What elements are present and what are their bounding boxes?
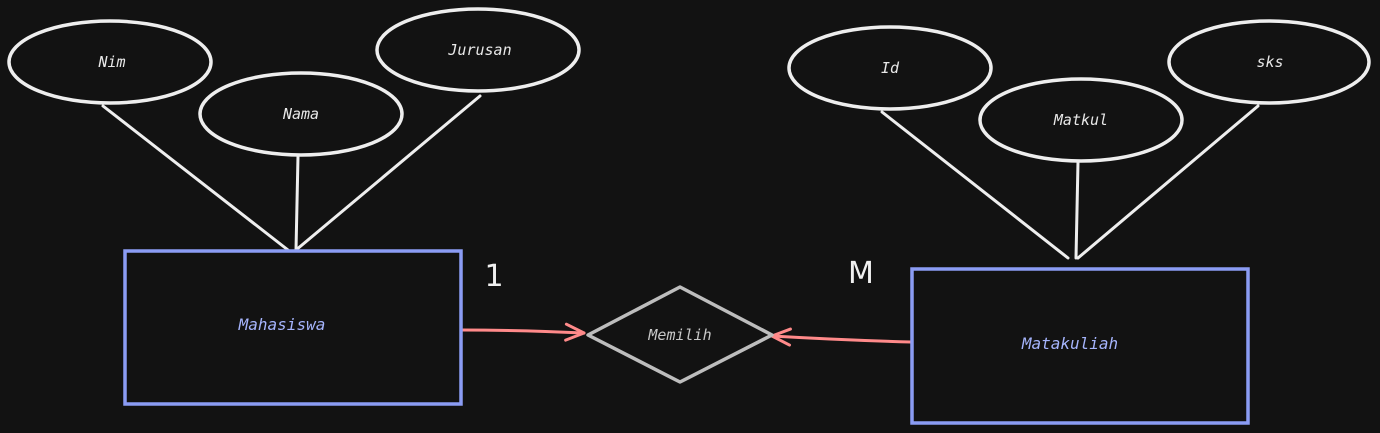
cardinality-right-label: M [848, 256, 874, 291]
matakuliah-attribute-links [880, 104, 1260, 260]
link-id-matakuliah [880, 110, 1070, 260]
entity-mahasiswa[interactable]: Mahasiswa [123, 249, 463, 406]
attribute-sks[interactable]: sks [1167, 19, 1371, 105]
link-sks-matakuliah [1076, 104, 1260, 260]
link-nim-mahasiswa [101, 104, 290, 252]
relationship-memilih[interactable]: Memilih [586, 285, 774, 384]
link-nama-mahasiswa [294, 154, 300, 252]
attribute-id[interactable]: Id [787, 25, 993, 111]
attribute-jurusan[interactable]: Jurusan [375, 7, 581, 93]
entity-matakuliah[interactable]: Matakuliah [910, 267, 1250, 425]
attribute-nama[interactable]: Nama [198, 71, 404, 157]
link-matkul-matakuliah [1074, 160, 1080, 260]
entity-mahasiswa-label: Mahasiswa [238, 315, 326, 334]
cardinality-left-label: 1 [484, 259, 503, 294]
connector-matakuliah-memilih [770, 327, 913, 347]
attribute-nim-label: Nim [97, 53, 125, 71]
attribute-id-label: Id [881, 59, 900, 77]
attribute-matkul[interactable]: Matkul [978, 77, 1184, 163]
attribute-nama-label: Nama [282, 105, 319, 123]
relationship-memilih-label: Memilih [647, 326, 711, 344]
attribute-nim[interactable]: Nim [7, 19, 213, 105]
mahasiswa-attribute-links [101, 94, 482, 252]
attribute-matkul-label: Matkul [1053, 111, 1108, 129]
relationship-connectors [459, 322, 913, 347]
link-jurusan-mahasiswa [294, 94, 482, 252]
attribute-sks-label: sks [1256, 53, 1283, 71]
entity-matakuliah-label: Matakuliah [1021, 334, 1118, 353]
attribute-jurusan-label: Jurusan [447, 41, 511, 59]
connector-mahasiswa-memilih [459, 322, 586, 342]
